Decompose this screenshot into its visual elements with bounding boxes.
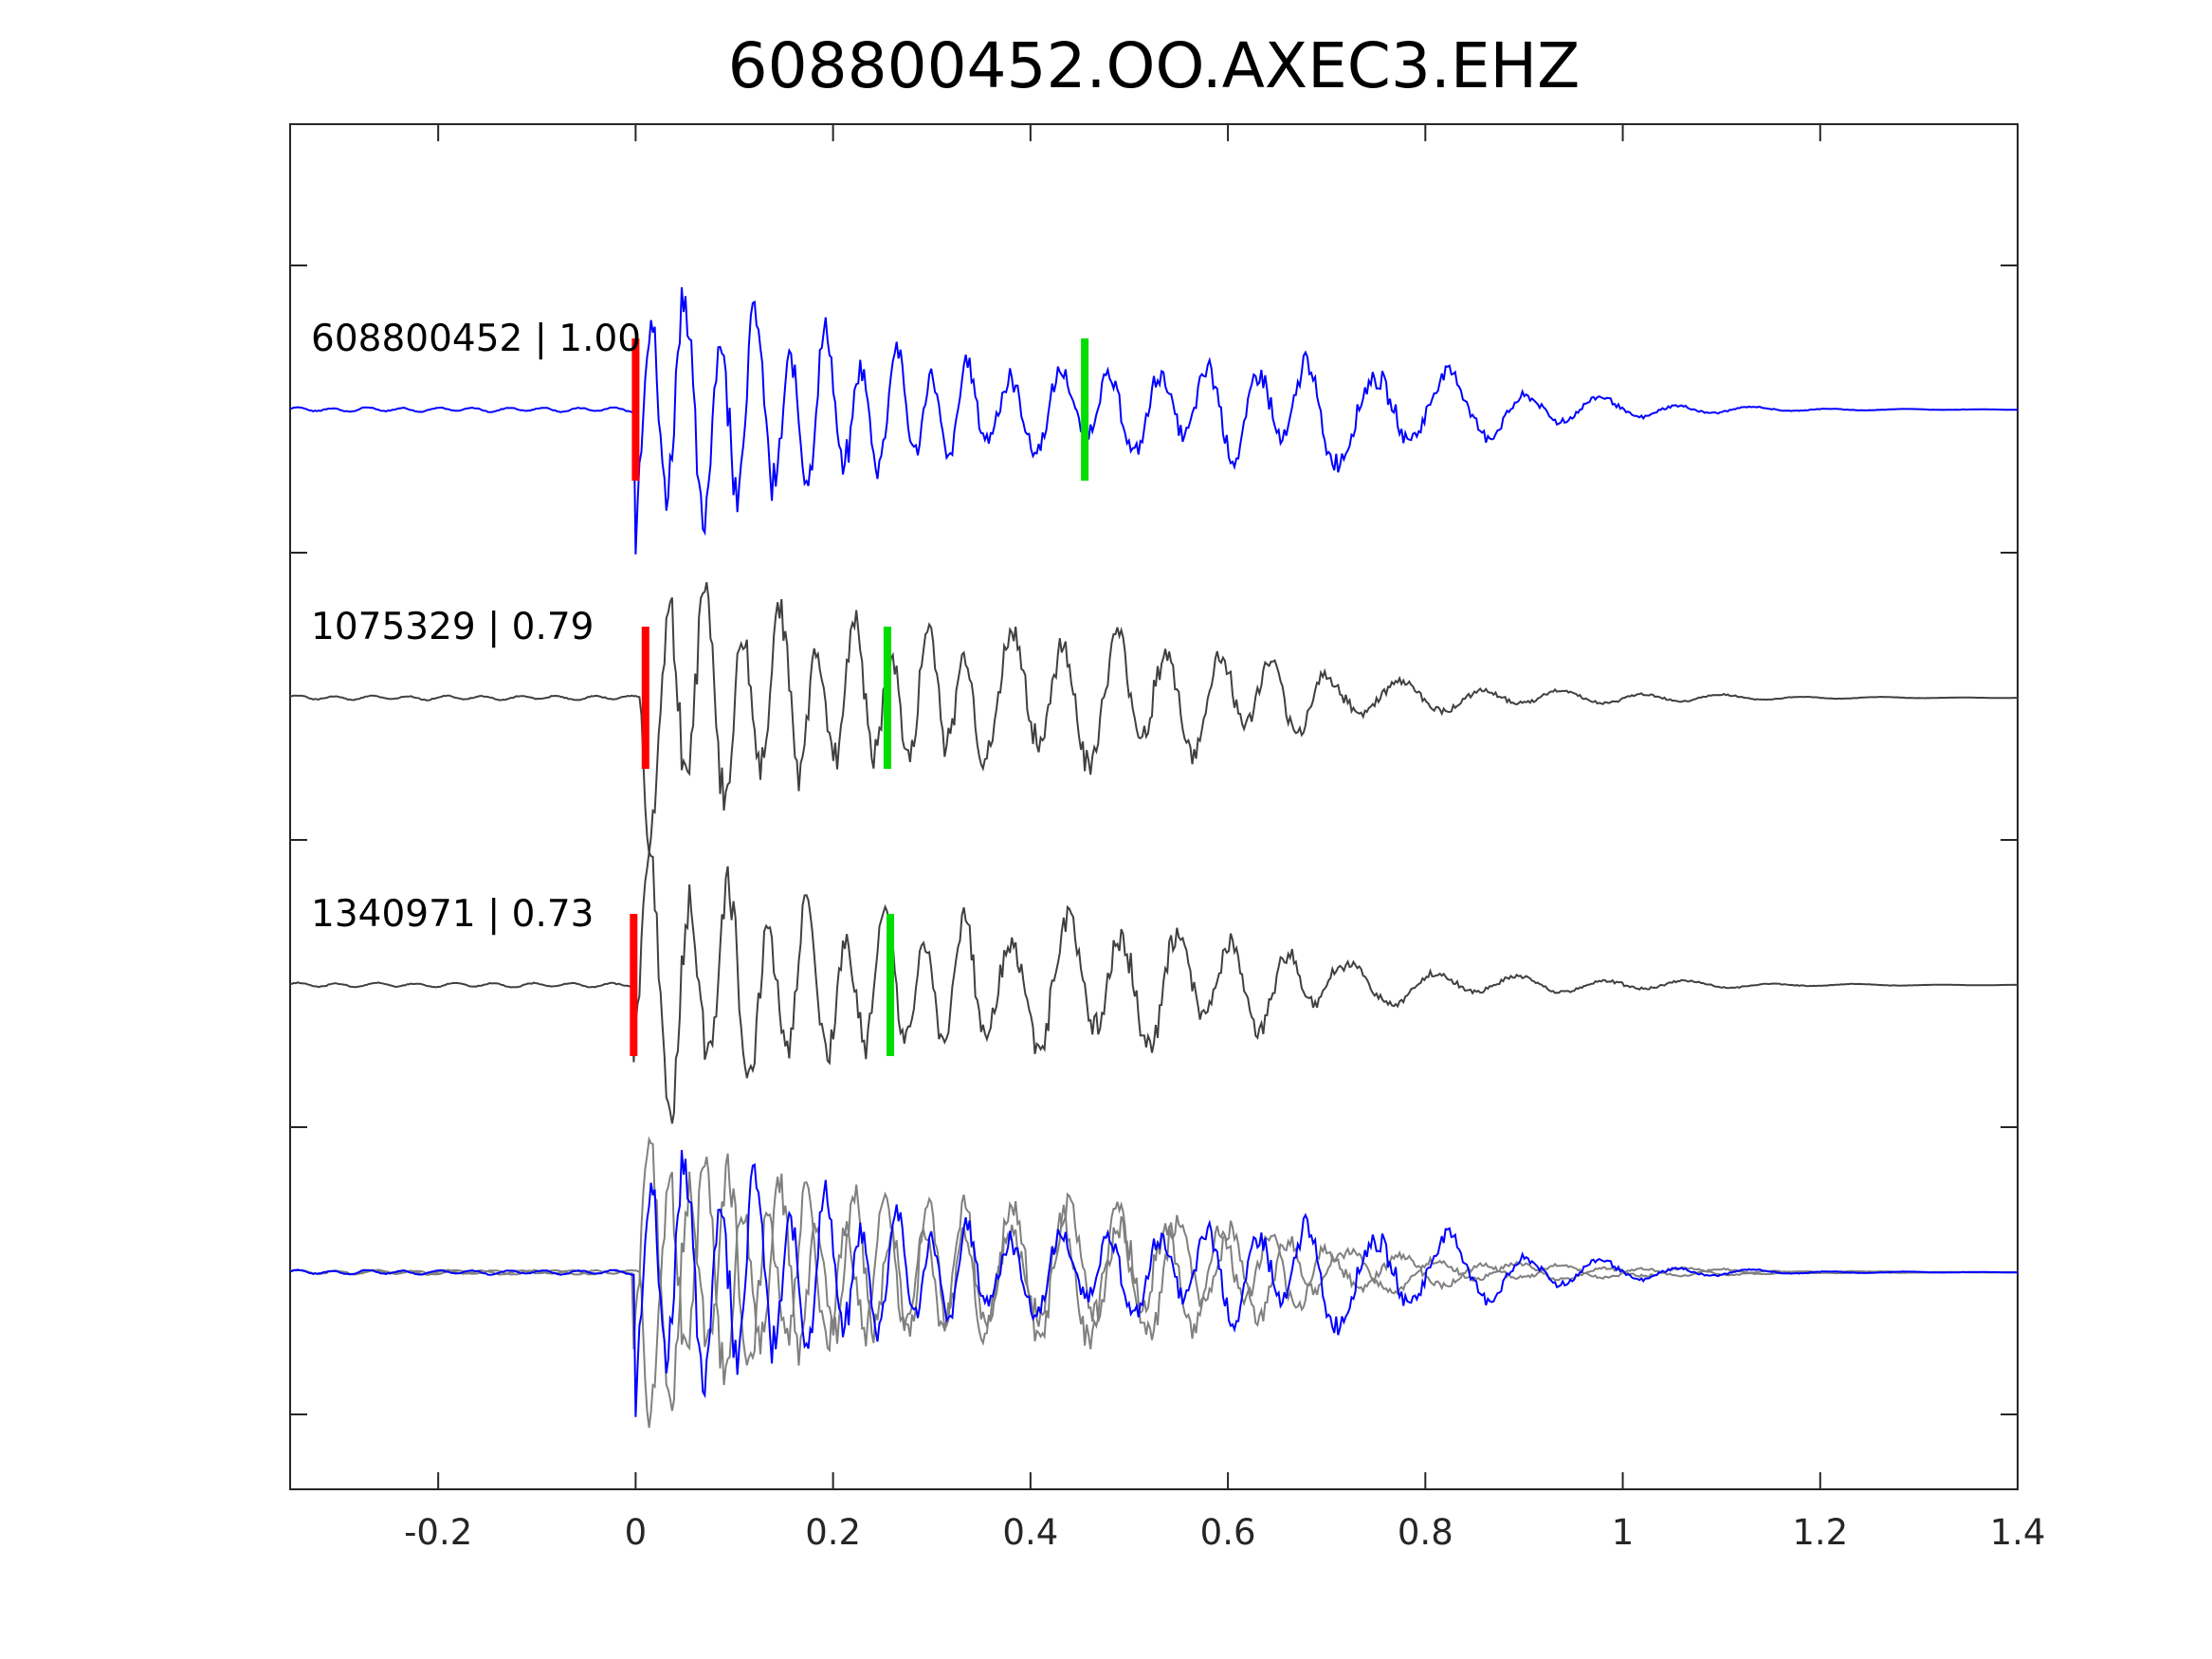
trace-labels: 608800452 | 1.00 1075329 | 0.79 1340971 | … [311,318,641,936]
overlay-line-1075329 [289,1157,2018,1429]
trace-label: 1340971 | 0.73 [311,893,594,936]
trace-line-608800452 [289,287,2019,555]
trace-line-1075329 [289,582,2018,854]
x-tick-label: 1 [1612,1512,1635,1553]
trace-label: 608800452 | 1.00 [311,318,641,360]
x-tick-label: -0.2 [404,1512,472,1553]
overlay-line-1340971 [289,1136,2019,1412]
x-tick-label: 1.2 [1792,1512,1848,1553]
x-tick-label: 0.6 [1200,1512,1256,1553]
phase-picks [630,338,1089,1056]
chart-title: 608800452.OO.AXEC3.EHZ [728,29,1581,102]
x-tick-label: 0.8 [1398,1512,1453,1553]
overlay-line-608800452 [289,1150,2019,1417]
trace-label: 1075329 | 0.79 [311,606,594,648]
x-axis-ticks: -0.2 0 0.2 0.4 0.6 0.8 1 1.2 1.4 [404,124,2045,1553]
trace-line-1340971 [289,848,2019,1124]
x-tick-label: 1.4 [1990,1512,2046,1553]
y-axis-ticks [290,264,2018,1415]
x-tick-label: 0.4 [1002,1512,1058,1553]
x-tick-label: 0 [625,1512,648,1553]
plot-area-frame [289,123,2019,1490]
waveform-traces [289,287,2019,1429]
x-tick-label: 0.2 [805,1512,861,1553]
